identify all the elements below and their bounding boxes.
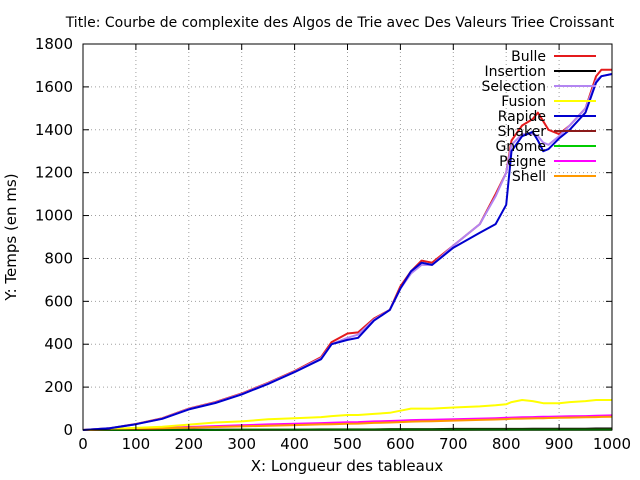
x-tick-label: 0 [78, 435, 88, 453]
series-line-fusion [82, 399, 612, 431]
y-tick-label: 600 [44, 292, 73, 310]
y-tick-label: 200 [44, 378, 73, 396]
x-tick-label: 100 [122, 435, 151, 453]
legend-label-insertion: Insertion [485, 64, 546, 80]
legend-label-rapide: Rapide [498, 109, 546, 125]
x-tick-label: 300 [227, 435, 256, 453]
x-tick-label: 800 [492, 435, 521, 453]
legend-label-peigne: Peigne [499, 154, 546, 170]
grid [83, 44, 612, 430]
legend: BulleInsertionSelectionFusionRapideShake… [481, 49, 596, 185]
x-tick-label: 900 [545, 435, 574, 453]
series-line-shell [82, 415, 613, 431]
y-tick-label: 1600 [35, 78, 73, 96]
y-tick-label: 800 [44, 249, 73, 267]
x-tick-label: 400 [280, 435, 309, 453]
legend-label-gnome: Gnome [495, 139, 546, 155]
axis-ticks: 0 100 200 300 400 500 600 700 800 900 1000 0 200 400 6… [35, 35, 631, 453]
x-tick-label: 700 [439, 435, 468, 453]
y-tick-label: 1200 [35, 164, 73, 182]
legend-label-shell: Shell [512, 169, 546, 185]
y-tick-label: 1000 [35, 207, 73, 225]
chart-title: Title: Courbe de complexite des Algos de… [65, 15, 615, 31]
x-tick-label: 1000 [593, 435, 631, 453]
x-axis-label: X: Longueur des tableaux [251, 457, 444, 475]
series-line-peigne [82, 414, 613, 431]
y-axis-label: Y: Temps (en ms) [2, 173, 20, 301]
legend-label-fusion: Fusion [501, 94, 546, 110]
x-tick-label: 500 [333, 435, 362, 453]
x-tick-label: 200 [174, 435, 203, 453]
legend-label-bulle: Bulle [511, 49, 546, 65]
legend-label-selection: Selection [481, 79, 546, 95]
y-tick-label: 1800 [35, 35, 73, 53]
series-line-rapide [82, 73, 613, 431]
y-tick-label: 1400 [35, 121, 73, 139]
x-tick-label: 600 [386, 435, 415, 453]
y-tick-label: 400 [44, 335, 73, 353]
legend-label-shaker: Shaker [498, 124, 547, 140]
y-tick-label: 0 [63, 421, 73, 439]
